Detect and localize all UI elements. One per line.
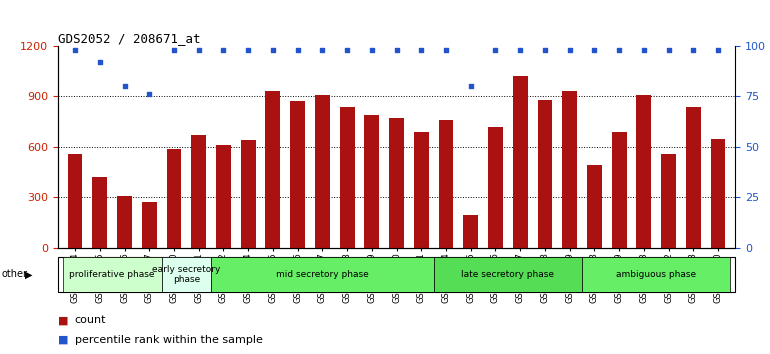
Bar <box>711 138 725 248</box>
Text: early secretory
phase: early secretory phase <box>152 265 220 284</box>
Text: ▶: ▶ <box>25 269 33 279</box>
Point <box>69 47 81 53</box>
Text: late secretory phase: late secretory phase <box>461 270 554 279</box>
Text: ■: ■ <box>58 335 69 345</box>
Bar <box>92 177 107 248</box>
Point <box>588 47 601 53</box>
Point <box>514 47 527 53</box>
Bar <box>464 215 478 248</box>
Bar <box>62 257 162 292</box>
Text: other: other <box>2 269 28 279</box>
Bar <box>488 127 503 248</box>
Bar <box>582 257 731 292</box>
Point <box>242 47 254 53</box>
Bar <box>413 132 429 248</box>
Bar <box>266 91 280 248</box>
Text: count: count <box>75 315 106 325</box>
Bar <box>68 154 82 248</box>
Point <box>638 47 650 53</box>
Bar <box>315 95 330 248</box>
Point <box>341 47 353 53</box>
Text: GDS2052 / 208671_at: GDS2052 / 208671_at <box>58 32 200 45</box>
Bar <box>587 165 602 248</box>
Point <box>613 47 625 53</box>
Bar <box>537 100 552 248</box>
Bar <box>439 120 454 248</box>
Point <box>712 47 725 53</box>
Bar <box>686 107 701 248</box>
Bar <box>513 76 527 248</box>
Point <box>687 47 699 53</box>
Text: mid secretory phase: mid secretory phase <box>276 270 369 279</box>
Bar <box>211 257 434 292</box>
Point <box>292 47 304 53</box>
Bar <box>166 149 182 248</box>
Bar <box>661 154 676 248</box>
Point <box>94 59 106 65</box>
Text: ambiguous phase: ambiguous phase <box>616 270 696 279</box>
Point <box>539 47 551 53</box>
Bar <box>389 118 404 248</box>
Point <box>662 47 675 53</box>
Text: proliferative phase: proliferative phase <box>69 270 155 279</box>
Text: ■: ■ <box>58 315 69 325</box>
Point <box>266 47 279 53</box>
Bar <box>611 132 627 248</box>
Bar <box>340 107 354 248</box>
Point <box>192 47 205 53</box>
Bar <box>142 202 156 248</box>
Bar <box>117 196 132 248</box>
Point <box>168 47 180 53</box>
Point <box>217 47 229 53</box>
Bar <box>191 135 206 248</box>
Bar <box>162 257 211 292</box>
Point <box>390 47 403 53</box>
Point <box>440 47 452 53</box>
Point <box>316 47 329 53</box>
Point <box>464 84 477 89</box>
Bar <box>434 257 582 292</box>
Point <box>415 47 427 53</box>
Point <box>489 47 501 53</box>
Bar <box>241 140 256 248</box>
Text: percentile rank within the sample: percentile rank within the sample <box>75 335 263 345</box>
Bar <box>637 95 651 248</box>
Point <box>366 47 378 53</box>
Point <box>119 84 131 89</box>
Bar <box>364 115 380 248</box>
Point <box>564 47 576 53</box>
Point <box>143 92 156 97</box>
Bar <box>216 145 231 248</box>
Bar <box>290 101 305 248</box>
Bar <box>562 91 577 248</box>
